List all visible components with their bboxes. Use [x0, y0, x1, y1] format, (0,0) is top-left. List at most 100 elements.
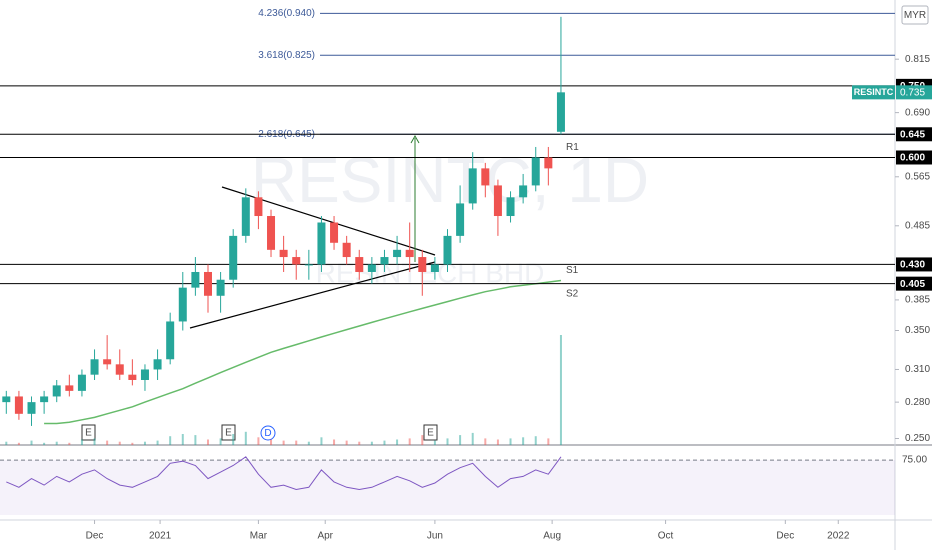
- volume-bar: [194, 435, 197, 445]
- x-tick-label: Oct: [658, 531, 674, 542]
- volume-bar: [80, 439, 83, 445]
- rsi-band: [0, 460, 895, 515]
- volume-bar: [131, 442, 134, 445]
- rsi-tick-label: 75.00: [902, 455, 927, 466]
- level-name: S2: [566, 288, 579, 299]
- volume-bar: [5, 441, 8, 445]
- triangle-lower: [189, 261, 436, 329]
- y-tick-label: 0.385: [905, 295, 930, 306]
- event-box[interactable]: [81, 424, 96, 441]
- x-tick-label: Apr: [317, 531, 333, 542]
- candle-body: [65, 385, 74, 391]
- candle-body: [279, 249, 288, 258]
- candle-body: [556, 92, 565, 132]
- candle-body: [241, 197, 250, 236]
- y-tick-label: 0.310: [905, 364, 930, 375]
- x-tick-label: 2021: [149, 531, 172, 542]
- volume-bar: [206, 439, 209, 445]
- candle-body: [229, 235, 238, 280]
- event-label[interactable]: E: [427, 428, 434, 439]
- ticker-label: RESINTC: [854, 87, 894, 97]
- candle-body: [393, 249, 402, 258]
- candle-body: [203, 271, 212, 296]
- candle-body: [531, 157, 540, 186]
- level-label: 0.600: [900, 153, 925, 164]
- volume-bar: [43, 442, 46, 445]
- volume-bar: [156, 440, 159, 445]
- volume-bar: [295, 440, 298, 445]
- volume-bar: [55, 441, 58, 445]
- candle-body: [317, 222, 326, 265]
- candle-body: [178, 287, 187, 322]
- candle-body: [40, 396, 49, 403]
- y-tick-label: 0.815: [905, 54, 930, 65]
- candle-body: [128, 374, 137, 380]
- candle-body: [267, 216, 276, 250]
- level-tag: [896, 150, 932, 165]
- y-tick-label: 0.485: [905, 220, 930, 231]
- level-label: 0.645: [900, 129, 925, 140]
- volume-bar: [484, 438, 487, 445]
- candle-body: [292, 257, 301, 265]
- volume-bar: [118, 441, 121, 445]
- volume-bar: [244, 431, 247, 445]
- volume-bar: [358, 441, 361, 445]
- candle-body: [216, 279, 225, 296]
- candle-body: [506, 197, 515, 217]
- dividend-circle[interactable]: [260, 425, 276, 441]
- event-label[interactable]: E: [225, 428, 232, 439]
- event-label[interactable]: D: [264, 428, 271, 439]
- candle-body: [153, 359, 162, 370]
- currency[interactable]: MYR: [904, 10, 926, 21]
- candle-body: [27, 402, 36, 414]
- event-box[interactable]: [221, 424, 236, 441]
- candle-body: [77, 374, 86, 391]
- x-tick-label: Jun: [427, 531, 443, 542]
- x-tick-label: Dec: [776, 531, 794, 542]
- currency-box[interactable]: [901, 5, 929, 25]
- y-tick-label: 0.250: [905, 433, 930, 444]
- candle-body: [367, 264, 376, 272]
- volume-bar: [534, 436, 537, 445]
- level-tag: [896, 276, 932, 291]
- volume-bar: [446, 438, 449, 445]
- y-tick-label: 0.350: [905, 325, 930, 336]
- watermark: RESINTC, 1D: [251, 144, 649, 216]
- volume-bar: [547, 438, 550, 445]
- volume-bar: [106, 440, 109, 445]
- fib-label: 3.618(0.825): [258, 50, 315, 61]
- arrow-head: [410, 134, 420, 144]
- candle-body: [405, 249, 414, 258]
- volume-bar: [181, 434, 184, 445]
- volume-bar: [307, 441, 310, 445]
- level-name: S1: [566, 265, 579, 276]
- candle-body: [254, 197, 263, 217]
- candle-body: [2, 396, 11, 403]
- volume-bar: [93, 438, 96, 445]
- event-markers: E E D E: [81, 424, 438, 441]
- volume-bar: [219, 438, 222, 445]
- candle-body: [103, 359, 112, 365]
- volume-bar: [68, 442, 71, 445]
- volume-bar: [169, 436, 172, 445]
- volume-bar: [345, 440, 348, 445]
- volume-bar: [471, 432, 474, 445]
- volume-bar: [370, 441, 373, 445]
- volume-bar: [30, 440, 33, 445]
- level-name: R1: [566, 142, 579, 153]
- candle-body: [481, 168, 490, 186]
- candle-body: [443, 235, 452, 265]
- moving-average: [44, 279, 562, 425]
- event-label[interactable]: E: [85, 428, 92, 439]
- y-tick-label: 0.565: [905, 171, 930, 182]
- candle-body: [355, 257, 364, 272]
- volume-bar: [559, 335, 562, 445]
- event-box[interactable]: [423, 424, 438, 441]
- candle-body: [191, 271, 200, 288]
- rsi-line: [6, 456, 562, 491]
- volume-bar: [333, 439, 336, 445]
- x-tick-label: Dec: [86, 531, 104, 542]
- candle-body: [14, 396, 23, 414]
- volume-bar: [396, 439, 399, 445]
- ticker-tag: [852, 85, 895, 100]
